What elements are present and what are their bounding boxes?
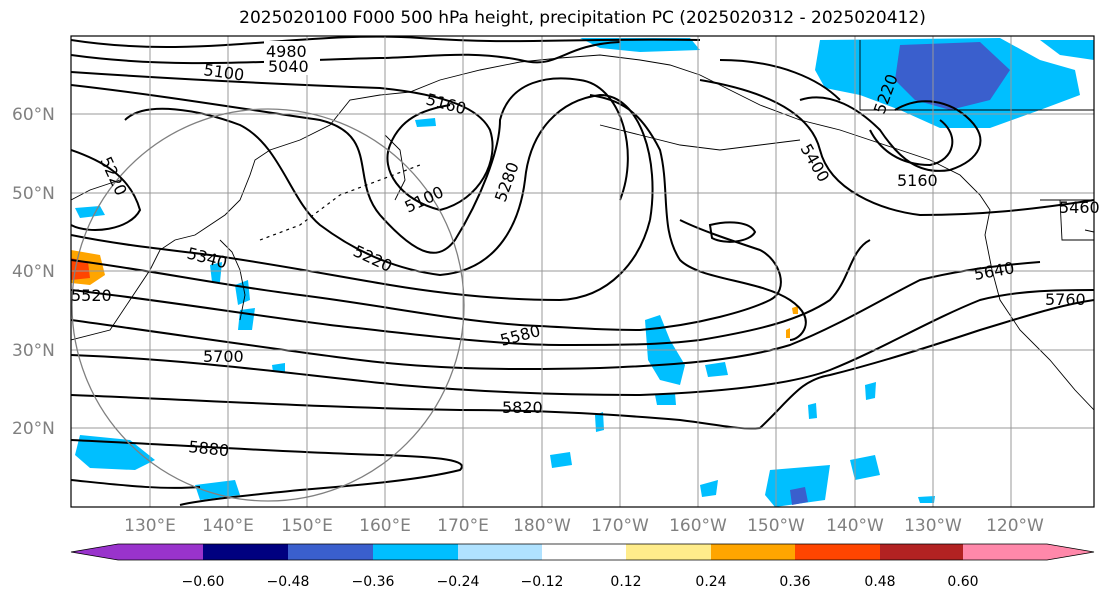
lon-tick-140w: 140°W — [826, 516, 884, 536]
contour-label-5700: 5700 — [203, 347, 244, 366]
lon-tick-130e: 130°E — [124, 516, 176, 536]
lon-tick-160w: 160°W — [669, 516, 727, 536]
contour-label-5040: 5040 — [268, 57, 309, 76]
lon-tick-180w: 180°W — [513, 516, 571, 536]
colorbar-tick-2: −0.48 — [267, 574, 310, 590]
lon-tick-140e: 140°E — [202, 516, 254, 536]
precip-warm-shading — [71, 250, 798, 338]
contour-label-5520: 5520 — [71, 286, 112, 305]
contour-label-4980: 4980 — [266, 42, 307, 61]
colorbar-segment — [542, 544, 626, 560]
lon-tick-labels: 130°E 140°E 150°E 160°E 170°E 180°W 170°… — [124, 516, 1044, 536]
colorbar-segment — [118, 544, 203, 560]
map-frame — [70, 35, 1095, 508]
lon-tick-120w: 120°W — [986, 516, 1044, 536]
colorbar-tick-5: −0.12 — [521, 574, 564, 590]
contour-label-5880: 5880 — [188, 437, 230, 460]
colorbar-segment — [795, 544, 880, 560]
colorbar-extend-low — [71, 544, 118, 560]
dashed-boundary — [259, 164, 421, 241]
colorbar-segment — [458, 544, 542, 560]
colorbar-segment — [711, 544, 795, 560]
lat-tick-30: 30°N — [12, 341, 55, 361]
colorbar-tick-4: −0.24 — [437, 574, 480, 590]
contour-label-5160-b: 5160 — [897, 171, 938, 190]
colorbar-tick-8: 0.36 — [779, 574, 810, 590]
contour-label-5760: 5760 — [1045, 290, 1086, 309]
colorbar-segment — [626, 544, 711, 560]
colorbar-segment — [963, 544, 1047, 560]
lat-tick-40: 40°N — [12, 262, 55, 282]
colorbar-tick-1: −0.60 — [182, 574, 225, 590]
colorbar: −0.60 −0.48 −0.36 −0.24 −0.12 0.12 0.24 … — [70, 543, 1095, 590]
contour-label-5820: 5820 — [502, 398, 543, 417]
graticule — [71, 36, 1094, 507]
lon-tick-170w: 170°W — [591, 516, 649, 536]
map-title: 2025020100 F000 500 hPa height, precipit… — [239, 8, 926, 28]
lon-tick-130w: 130°W — [904, 516, 962, 536]
lat-tick-50: 50°N — [12, 184, 55, 204]
colorbar-tick-9: 0.48 — [864, 574, 895, 590]
colorbar-tick-3: −0.36 — [352, 574, 395, 590]
colorbar-segment — [288, 544, 373, 560]
colorbar-segment — [880, 544, 963, 560]
coastlines — [71, 40, 1094, 411]
colorbar-extend-high — [1047, 544, 1094, 560]
contour-label-5460: 5460 — [1059, 198, 1100, 217]
colorbar-tick-7: 0.24 — [695, 574, 726, 590]
colorbar-tick-6: 0.12 — [610, 574, 641, 590]
lat-tick-60: 60°N — [12, 105, 55, 125]
lon-tick-150w: 150°W — [747, 516, 805, 536]
colorbar-segment — [203, 544, 288, 560]
colorbar-tick-10: 0.60 — [947, 574, 978, 590]
lon-tick-170e: 170°E — [437, 516, 489, 536]
lat-tick-20: 20°N — [12, 419, 55, 439]
lat-tick-labels: 60°N 50°N 40°N 30°N 20°N — [12, 105, 55, 439]
colorbar-segment — [373, 544, 458, 560]
lon-tick-160e: 160°E — [359, 516, 411, 536]
lon-tick-150e: 150°E — [281, 516, 333, 536]
range-circle — [71, 108, 465, 502]
